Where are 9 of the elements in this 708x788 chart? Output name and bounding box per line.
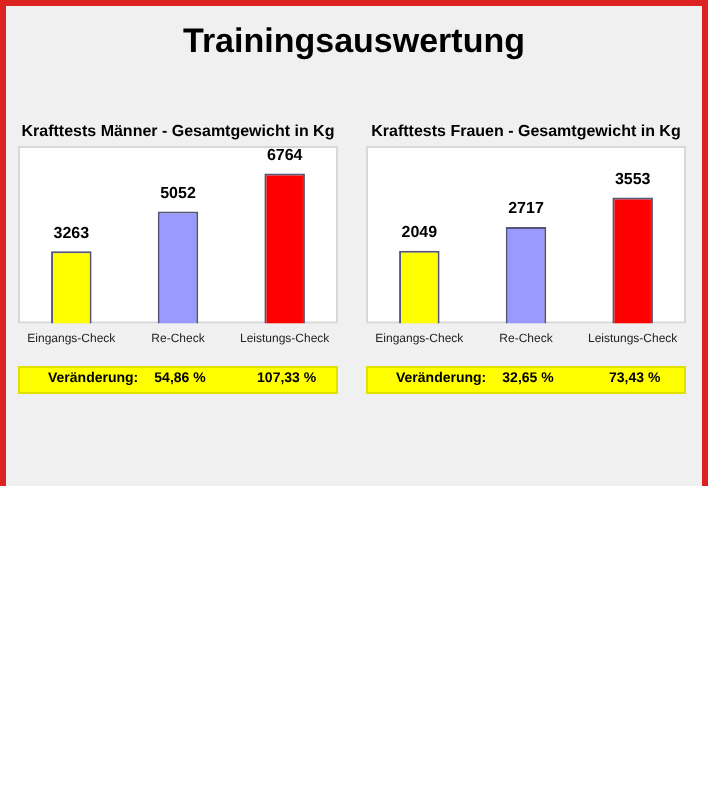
data-label: 2717 [508,199,545,218]
data-label: 2049 [401,223,439,242]
chart-title: Krafttests Männer - Gesamtgewicht in Kg [19,122,337,144]
text: Trainingsauswertung [181,20,527,64]
chart-title: Krafttests Frauen - Gesamtgewicht in Kg [369,122,683,144]
data-label: 6764 [266,145,304,164]
data-label: 3263 [53,223,91,242]
data-label: 5052 [160,183,197,202]
data-label: 3553 [614,169,652,188]
